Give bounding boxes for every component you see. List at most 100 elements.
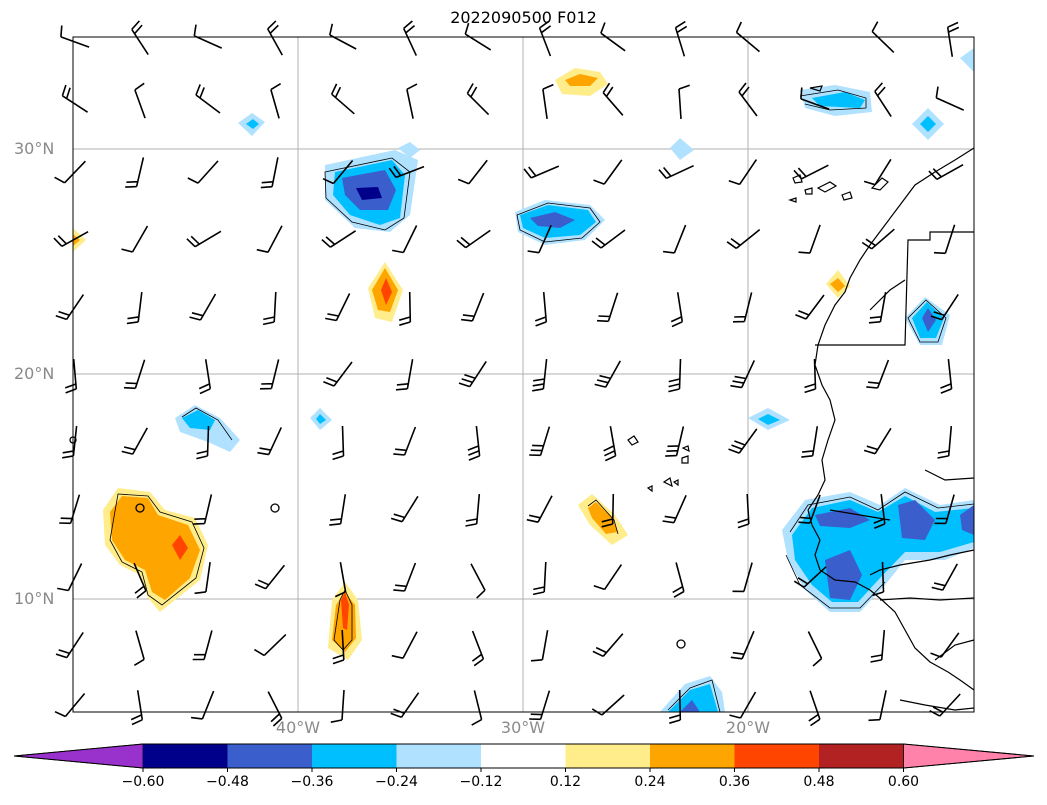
wind-barb <box>55 294 85 321</box>
wind-barb <box>121 225 149 253</box>
wind-barb <box>532 359 548 392</box>
wind-barb <box>527 224 552 254</box>
wind-barb <box>134 82 146 119</box>
wind-barb <box>466 83 490 116</box>
wind-barb <box>594 360 621 388</box>
wind-barb <box>194 561 211 595</box>
wind-barb <box>532 561 547 596</box>
wind-barb <box>54 692 86 718</box>
wind-barb <box>193 494 213 525</box>
wind-barb <box>529 690 551 721</box>
wind-barb <box>57 563 83 592</box>
gridlines <box>73 37 974 712</box>
wind-barb <box>254 564 286 590</box>
wind-barb <box>523 165 560 179</box>
wind-barb <box>267 20 283 56</box>
wind-barb <box>600 22 626 52</box>
colorbar-extend-min <box>13 743 144 769</box>
wind-barb <box>196 425 210 460</box>
wind-barb <box>262 291 277 326</box>
wind-barb <box>658 164 694 180</box>
wind-barb <box>332 425 345 461</box>
contour-fills <box>73 48 974 712</box>
map-frame <box>72 36 975 713</box>
wind-barb <box>861 228 895 250</box>
wind-barb <box>935 86 965 111</box>
lon-label-30w: 30°W <box>500 718 546 737</box>
wind-barb <box>801 426 819 458</box>
wind-barb <box>866 359 890 389</box>
colorbar-extend-max <box>903 743 1035 769</box>
wind-barb <box>392 225 418 254</box>
wind-barb <box>930 632 960 658</box>
wind-barb <box>259 359 280 390</box>
wind-barb <box>868 292 887 324</box>
wind-barb <box>530 630 549 662</box>
map-title: 2022090500 F012 <box>450 8 597 27</box>
colorbar-swatch <box>481 744 566 768</box>
colorbar-tick-label: 0.24 <box>634 774 666 790</box>
wind-barb <box>934 494 955 525</box>
wind-barb <box>406 83 418 119</box>
colorbar-swatch <box>734 744 820 768</box>
colorbar-swatch <box>312 744 397 768</box>
wind-barb <box>873 494 886 529</box>
wind-barb <box>270 83 282 119</box>
colorbar-tick-label: 0.12 <box>549 774 582 790</box>
wind-barb <box>602 82 624 116</box>
colorbar-tick-label: −0.60 <box>121 774 165 790</box>
wind-barb <box>471 630 485 667</box>
wind-barb <box>189 293 217 321</box>
wind-barb <box>391 631 418 659</box>
wind-barb <box>592 633 624 658</box>
lat-label-20n: 20°N <box>14 364 55 383</box>
wind-barb <box>260 157 279 189</box>
wind-barb <box>329 494 347 526</box>
wind-barb <box>526 495 553 523</box>
wind-barb <box>728 159 758 186</box>
wind-barb <box>933 224 956 255</box>
wind-barb <box>461 292 485 322</box>
wind-barb <box>538 20 552 57</box>
colorbar-swatch <box>143 744 228 768</box>
wind-barb <box>738 82 758 117</box>
wind-barb <box>393 426 417 456</box>
wind-barb <box>121 427 148 455</box>
calm-markers <box>69 436 686 649</box>
lon-label-40w: 40°W <box>275 718 321 737</box>
wind-barb <box>187 160 219 184</box>
wind-barb <box>325 293 351 322</box>
wind-barb <box>467 426 481 461</box>
wind-barb <box>871 21 895 53</box>
wind-barb <box>542 83 554 120</box>
wind-barb <box>193 24 223 49</box>
lon-label-20w: 20°W <box>725 718 771 737</box>
wind-barb <box>795 294 825 320</box>
colorbar-tick-label: −0.36 <box>290 774 334 790</box>
wind-barb <box>931 563 958 591</box>
wind-barb <box>61 84 89 113</box>
wind-barb <box>395 359 414 391</box>
wind-barb <box>388 165 425 179</box>
wind-barb <box>322 159 354 185</box>
lat-label-30n: 30°N <box>14 139 55 158</box>
wind-barb <box>732 292 753 323</box>
wind-barb <box>872 561 885 597</box>
wind-barb <box>674 20 688 57</box>
wind-barb <box>126 292 143 325</box>
colorbar-swatch <box>227 744 313 768</box>
wind-barb <box>267 691 283 727</box>
wind-barb <box>257 427 283 456</box>
wind-barb <box>728 428 758 454</box>
wind-barb <box>729 691 757 719</box>
wind-barb <box>332 629 345 665</box>
colorbar <box>13 743 1035 772</box>
wind-barb <box>798 494 821 524</box>
wind-barb <box>130 690 144 726</box>
wind-barb <box>192 630 213 661</box>
wind-barb <box>64 359 78 394</box>
colorbar-swatch <box>819 744 904 768</box>
wind-barb <box>323 361 353 387</box>
wind-barb <box>470 563 486 599</box>
wind-barb <box>402 20 418 56</box>
